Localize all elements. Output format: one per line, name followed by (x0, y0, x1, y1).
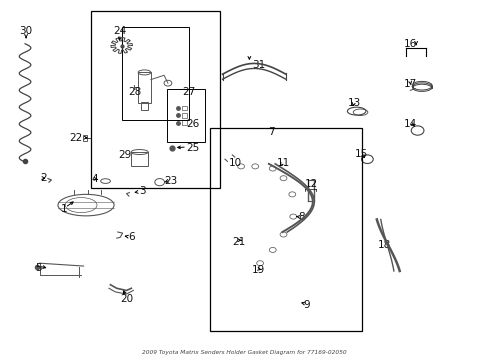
Text: 17: 17 (403, 79, 416, 89)
Bar (181, 121, 187, 125)
Text: 16: 16 (403, 39, 416, 49)
Text: 8: 8 (298, 212, 305, 221)
Text: 2009 Toyota Matrix Senders Holder Gasket Diagram for 77169-02050: 2009 Toyota Matrix Senders Holder Gasket… (142, 350, 346, 355)
Text: 31: 31 (252, 60, 265, 70)
Bar (210, 128, 361, 331)
Text: 5: 5 (35, 263, 42, 273)
Text: 4: 4 (91, 174, 98, 184)
Text: 13: 13 (347, 98, 360, 108)
Text: 9: 9 (303, 300, 309, 310)
Bar (91, 12, 220, 188)
Bar (167, 89, 204, 142)
Text: 26: 26 (186, 120, 200, 129)
Text: 27: 27 (182, 87, 195, 97)
Text: 22: 22 (69, 133, 83, 143)
Text: 24: 24 (113, 26, 126, 36)
Text: 3: 3 (139, 186, 145, 197)
Bar (82, 135, 87, 140)
Text: 2: 2 (40, 173, 47, 183)
Text: 18: 18 (378, 239, 391, 249)
Text: 11: 11 (276, 158, 289, 168)
Bar (141, 102, 148, 110)
Bar (122, 27, 188, 120)
Text: 1: 1 (61, 204, 67, 215)
Bar (181, 106, 187, 111)
Text: 21: 21 (231, 237, 245, 247)
Text: 15: 15 (354, 149, 367, 159)
Text: 23: 23 (164, 176, 178, 186)
Bar (131, 152, 148, 166)
Text: 14: 14 (403, 120, 416, 129)
Bar (138, 72, 151, 103)
Text: 19: 19 (251, 265, 264, 275)
Text: 30: 30 (20, 26, 33, 36)
Text: 6: 6 (128, 232, 134, 242)
Text: 25: 25 (186, 143, 200, 153)
Text: 7: 7 (267, 127, 274, 137)
Text: 20: 20 (120, 294, 133, 304)
Bar (181, 113, 187, 118)
Text: 12: 12 (305, 179, 318, 189)
Text: 28: 28 (128, 87, 141, 97)
Text: 10: 10 (229, 158, 242, 168)
Text: 29: 29 (118, 150, 131, 160)
